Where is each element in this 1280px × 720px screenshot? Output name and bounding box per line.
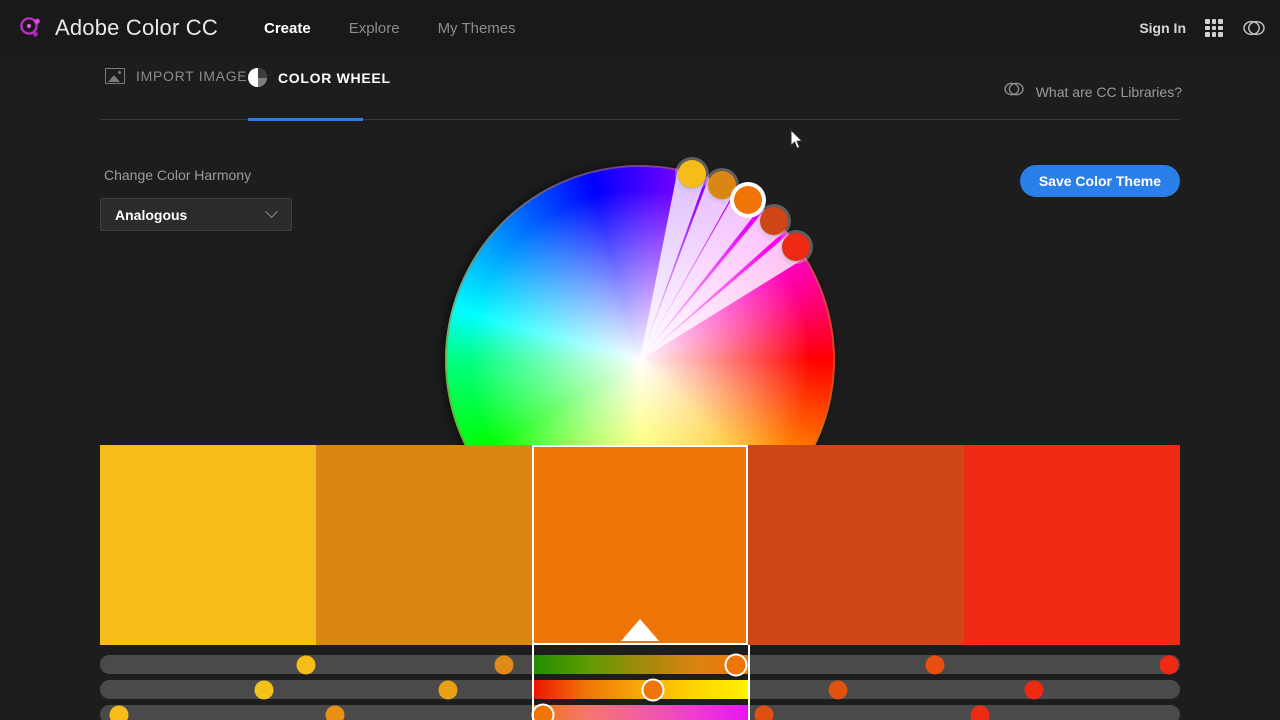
tab-import-image-label: IMPORT IMAGE (136, 68, 248, 84)
wheel-marker-1[interactable] (677, 159, 706, 188)
slider-track-left[interactable] (100, 655, 532, 674)
save-color-theme-button[interactable]: Save Color Theme (1019, 165, 1180, 197)
active-swatch-caret-icon (621, 619, 659, 641)
slider-track-active[interactable] (532, 705, 748, 720)
swatch-4[interactable] (748, 445, 964, 645)
swatch-5[interactable] (964, 445, 1180, 645)
harmony-wedge (640, 170, 706, 360)
slider-track-active[interactable] (532, 680, 748, 699)
slider-track-left[interactable] (100, 680, 532, 699)
brand[interactable]: Adobe Color CC (18, 15, 218, 41)
active-column-border-left (532, 645, 534, 720)
slider-row-brightness-handle-3[interactable] (533, 705, 553, 720)
slider-track-left[interactable] (100, 705, 532, 720)
creative-cloud-icon[interactable] (1242, 16, 1266, 40)
harmony-wedge (640, 211, 785, 360)
tab-color-wheel[interactable]: COLOR WHEEL (248, 68, 391, 101)
main-nav: Create Explore My Themes (264, 20, 516, 37)
harmony-wedge (640, 179, 735, 360)
slider-row-brightness-handle-5[interactable] (970, 705, 990, 720)
slider-row-hue-handle-4[interactable] (925, 655, 945, 674)
slider-track-right[interactable] (748, 680, 1180, 699)
slider-row-saturation-handle-4[interactable] (828, 680, 848, 699)
tab-bar: IMPORT IMAGE COLOR WHEEL What are CC Lib… (0, 56, 1280, 121)
top-right-actions: Sign In (1139, 16, 1266, 40)
slider-row-hue-handle-5[interactable] (1159, 655, 1179, 674)
nav-item-my-themes[interactable]: My Themes (437, 19, 516, 37)
wheel-marker-3[interactable] (733, 185, 762, 214)
harmony-wedges (640, 170, 805, 360)
wheel-marker-5[interactable] (782, 232, 811, 261)
wheel-marker-2[interactable] (707, 171, 736, 200)
cc-libraries-label: What are CC Libraries? (1035, 83, 1182, 100)
nav-item-explore[interactable]: Explore (348, 19, 400, 37)
slider-row-saturation[interactable] (100, 680, 1180, 699)
adobe-color-logo-icon (18, 15, 44, 41)
color-slider-area (100, 645, 1180, 720)
creative-cloud-icon (1003, 78, 1025, 105)
harmony-select-value: Analogous (115, 206, 188, 223)
tab-active-underline (248, 118, 363, 121)
tab-import-image[interactable]: IMPORT IMAGE (105, 68, 247, 98)
slider-row-brightness-handle-4[interactable] (754, 705, 774, 720)
image-icon (105, 68, 125, 84)
harmony-wedge (640, 235, 805, 360)
slider-row-saturation-handle-5[interactable] (1024, 680, 1044, 699)
swatch-3[interactable] (532, 445, 748, 645)
slider-row-brightness[interactable] (100, 705, 1180, 720)
chevron-down-icon (265, 205, 278, 219)
cc-libraries-link[interactable]: What are CC Libraries? (1003, 78, 1182, 105)
slider-row-brightness-handle-2[interactable] (325, 705, 345, 720)
nav-item-create[interactable]: Create (264, 19, 311, 37)
slider-row-saturation-handle-2[interactable] (438, 680, 458, 699)
harmony-wedge (640, 192, 760, 360)
arrow-cursor-icon (790, 128, 804, 150)
swatch-2[interactable] (316, 445, 532, 645)
color-swatch-strip (100, 445, 1180, 645)
slider-row-hue-handle-3[interactable] (726, 655, 746, 674)
slider-row-hue[interactable] (100, 655, 1180, 674)
top-navigation-bar: Adobe Color CC Create Explore My Themes … (0, 0, 1280, 56)
tab-color-wheel-label: COLOR WHEEL (278, 69, 391, 86)
wheel-marker-4[interactable] (760, 207, 789, 236)
slider-row-hue-handle-1[interactable] (296, 655, 316, 674)
harmony-select[interactable]: Analogous (100, 198, 292, 231)
color-wheel-icon (248, 68, 267, 87)
brand-title: Adobe Color CC (55, 15, 218, 40)
slider-row-saturation-handle-3[interactable] (643, 680, 663, 699)
swatch-1[interactable] (100, 445, 316, 645)
slider-row-hue-handle-2[interactable] (494, 655, 514, 674)
slider-track-active[interactable] (532, 655, 748, 674)
apps-grid-icon[interactable] (1205, 19, 1223, 37)
active-column-border-right (748, 645, 750, 720)
slider-row-brightness-handle-1[interactable] (109, 705, 129, 720)
slider-track-right[interactable] (748, 655, 1180, 674)
slider-track-right[interactable] (748, 705, 1180, 720)
harmony-label: Change Color Harmony (104, 167, 252, 183)
tab-divider (100, 119, 1180, 120)
color-wheel[interactable] (445, 159, 835, 555)
slider-row-saturation-handle-1[interactable] (254, 680, 274, 699)
sign-in-button[interactable]: Sign In (1139, 20, 1186, 36)
